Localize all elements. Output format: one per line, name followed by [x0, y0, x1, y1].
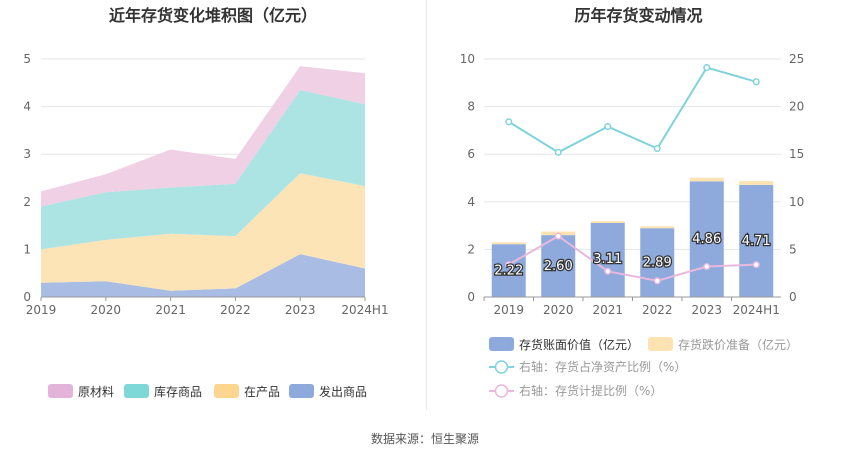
x-tick-label: 2024H1: [341, 303, 388, 317]
y-left-tick-label: 10: [460, 52, 475, 66]
right-chart-title: 历年存货变动情况: [574, 6, 703, 25]
legend-swatch: [124, 384, 149, 398]
y-right-tick-label: 0: [789, 290, 797, 304]
legend-label: 存货账面价值（亿元）: [519, 337, 639, 352]
legend-label: 原材料: [78, 385, 114, 399]
x-tick-label: 2021: [592, 303, 623, 317]
y-right-tick-label: 5: [789, 242, 797, 256]
bar-book-value: [689, 181, 724, 297]
x-tick-label: 2024H1: [733, 303, 780, 317]
bar-book-value: [590, 222, 625, 297]
area-series: [41, 66, 365, 207]
line-point: [604, 123, 612, 131]
legend-swatch: [489, 337, 514, 351]
x-tick-label: 2020: [91, 303, 122, 317]
line-point: [653, 277, 661, 285]
line-point: [752, 78, 760, 86]
y-right-tick-label: 15: [789, 147, 804, 161]
y-tick-label: 4: [23, 100, 31, 114]
x-tick-label: 2023: [691, 303, 722, 317]
panel-divider: [426, 0, 427, 410]
y-tick-label: 3: [23, 147, 31, 161]
line-point: [703, 64, 711, 72]
stacked-area-chart: 0 1 2 3 4 5 2019 2020 2021 2022 2023 2024H1 原材料 库存商品 在…: [23, 52, 388, 399]
line-point: [505, 118, 513, 126]
bar-impairment-reserve: [739, 181, 774, 185]
area-series: [41, 173, 365, 291]
legend-label: 在产品: [244, 385, 280, 399]
bar-book-value: [491, 244, 526, 297]
x-tick-label: 2022: [220, 303, 251, 317]
bar-impairment-reserve: [590, 221, 625, 223]
line-provision-ratio: [508, 234, 757, 282]
inventory-bar-line-chart: 0 2 4 6 8 10 0 5 10 15 20 25 2019 2020 2021 2022 2023 202…: [460, 52, 805, 398]
bar-book-value: [541, 235, 576, 297]
bar-book-value: [640, 228, 675, 297]
legend-swatch: [648, 337, 673, 351]
y-right-tick-label: 10: [789, 195, 804, 209]
line-point: [653, 144, 661, 153]
y-right-tick-label: 25: [789, 52, 804, 66]
line-point: [604, 267, 612, 275]
bar-data-label: 2.60: [544, 259, 573, 274]
line-point: [554, 232, 562, 240]
line-point: [703, 262, 711, 271]
legend-label: 库存商品: [154, 384, 202, 399]
bar-data-label: 2.22: [494, 264, 523, 279]
x-tick-label: 2019: [493, 303, 524, 317]
y-left-tick-label: 4: [467, 195, 475, 209]
bar-data-label: 4.71: [742, 234, 771, 249]
area-series: [41, 89, 365, 250]
y-tick-label: 1: [23, 242, 31, 256]
x-tick-label: 2021: [155, 303, 186, 317]
x-tick-label: 2020: [543, 303, 574, 317]
bar-data-label: 4.86: [692, 232, 721, 247]
legend-swatch: [289, 384, 314, 398]
bar-data-label: 2.89: [643, 256, 672, 271]
line-inventory-to-net-assets: [508, 66, 757, 154]
legend-label: 右轴：存货占净资产比例（%）: [519, 359, 686, 374]
bar-book-value: [739, 184, 774, 297]
legend-label: 右轴：存货计提比例（%）: [519, 383, 662, 398]
legend-marker: [494, 360, 509, 374]
x-tick-label: 2023: [285, 303, 316, 317]
y-left-tick-label: 2: [467, 242, 475, 256]
y-tick-label: 0: [23, 290, 31, 304]
line-point: [752, 261, 760, 269]
data-source-footer: 数据来源：恒生聚源: [370, 432, 479, 446]
y-left-tick-label: 8: [467, 100, 475, 114]
y-left-tick-label: 0: [467, 290, 475, 304]
legend-swatch: [214, 384, 239, 398]
legend-label: 存货跌价准备（亿元）: [678, 337, 798, 352]
legend-swatch: [48, 384, 73, 398]
legend-marker: [494, 384, 509, 398]
bar-data-label: 3.11: [593, 252, 622, 267]
left-chart-title: 近年存货变化堆积图（亿元）: [108, 6, 317, 25]
bar-impairment-reserve: [491, 242, 526, 245]
x-tick-label: 2022: [642, 303, 673, 317]
y-tick-label: 5: [23, 52, 31, 66]
line-point: [554, 148, 562, 156]
line-point: [505, 261, 513, 269]
x-tick-label: 2019: [26, 303, 57, 317]
bar-impairment-reserve: [689, 177, 724, 182]
y-tick-label: 2: [23, 195, 31, 209]
y-left-tick-label: 6: [467, 147, 475, 161]
area-series: [41, 254, 365, 297]
legend-label: 发出商品: [319, 384, 367, 399]
bar-impairment-reserve: [640, 226, 675, 229]
y-right-tick-label: 20: [789, 100, 804, 114]
